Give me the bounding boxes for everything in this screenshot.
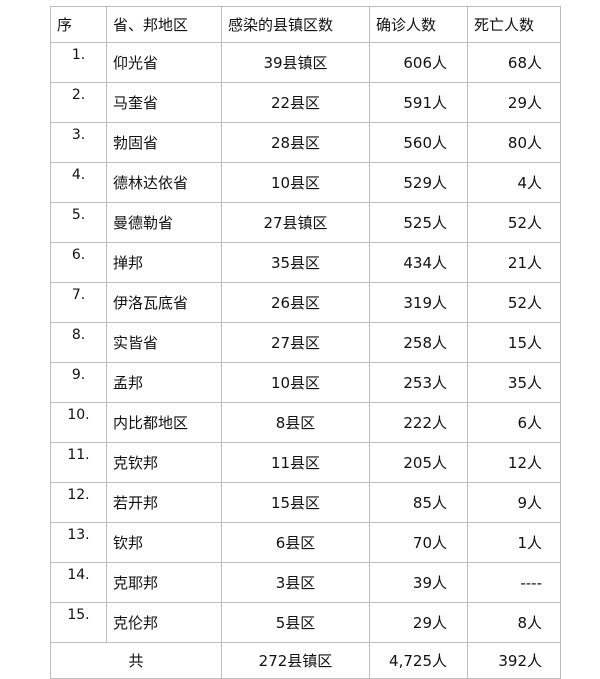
table-row: 9. 孟邦 10县区 253人 35人 (50, 362, 561, 403)
region-cell: 克钦邦 (106, 442, 222, 483)
districts-cell: 26县区 (221, 282, 370, 323)
covid-stats-table: 序 省、邦地区 感染的县镇区数 确诊人数 死亡人数 1. 仰光省 39县镇区 606人… (50, 6, 561, 679)
region-cell: 孟邦 (106, 362, 222, 403)
total-confirmed: 4,725人 (369, 642, 468, 679)
deaths-cell: 6人 (467, 402, 561, 443)
row-number: 11. (50, 442, 107, 483)
deaths-cell: 80人 (467, 122, 561, 163)
deaths-cell: 9人 (467, 482, 561, 523)
total-districts: 272县镇区 (221, 642, 370, 679)
table-row: 7. 伊洛瓦底省 26县区 319人 52人 (50, 282, 561, 323)
deaths-cell: 52人 (467, 282, 561, 323)
total-deaths: 392人 (467, 642, 561, 679)
districts-cell: 28县区 (221, 122, 370, 163)
confirmed-cell: 85人 (369, 482, 468, 523)
districts-cell: 8县区 (221, 402, 370, 443)
region-cell: 实皆省 (106, 322, 222, 363)
region-cell: 掸邦 (106, 242, 222, 283)
row-number: 14. (50, 562, 107, 603)
row-number: 6. (50, 242, 107, 283)
table-row: 6. 掸邦 35县区 434人 21人 (50, 242, 561, 283)
table-row: 3. 勃固省 28县区 560人 80人 (50, 122, 561, 163)
confirmed-cell: 591人 (369, 82, 468, 123)
deaths-cell: 35人 (467, 362, 561, 403)
region-cell: 勃固省 (106, 122, 222, 163)
row-number: 5. (50, 202, 107, 243)
districts-cell: 10县区 (221, 162, 370, 203)
confirmed-cell: 222人 (369, 402, 468, 443)
region-cell: 曼德勒省 (106, 202, 222, 243)
row-number: 8. (50, 322, 107, 363)
deaths-cell: 12人 (467, 442, 561, 483)
confirmed-cell: 525人 (369, 202, 468, 243)
header-districts: 感染的县镇区数 (221, 6, 370, 43)
table-row: 1. 仰光省 39县镇区 606人 68人 (50, 42, 561, 83)
confirmed-cell: 70人 (369, 522, 468, 563)
row-number: 10. (50, 402, 107, 443)
table-row: 11. 克钦邦 11县区 205人 12人 (50, 442, 561, 483)
region-cell: 仰光省 (106, 42, 222, 83)
deaths-cell: 29人 (467, 82, 561, 123)
confirmed-cell: 529人 (369, 162, 468, 203)
header-region: 省、邦地区 (106, 6, 222, 43)
confirmed-cell: 606人 (369, 42, 468, 83)
table-row: 2. 马奎省 22县区 591人 29人 (50, 82, 561, 123)
row-number: 7. (50, 282, 107, 323)
table-row: 13. 钦邦 6县区 70人 1人 (50, 522, 561, 563)
row-number: 4. (50, 162, 107, 203)
total-row: 共 272县镇区 4,725人 392人 (50, 642, 561, 679)
deaths-cell: 21人 (467, 242, 561, 283)
row-number: 2. (50, 82, 107, 123)
table-row: 12. 若开邦 15县区 85人 9人 (50, 482, 561, 523)
region-cell: 克耶邦 (106, 562, 222, 603)
region-cell: 马奎省 (106, 82, 222, 123)
deaths-cell: 15人 (467, 322, 561, 363)
deaths-cell: 1人 (467, 522, 561, 563)
districts-cell: 3县区 (221, 562, 370, 603)
confirmed-cell: 434人 (369, 242, 468, 283)
row-number: 13. (50, 522, 107, 563)
region-cell: 内比都地区 (106, 402, 222, 443)
districts-cell: 27县区 (221, 322, 370, 363)
confirmed-cell: 253人 (369, 362, 468, 403)
confirmed-cell: 560人 (369, 122, 468, 163)
region-cell: 钦邦 (106, 522, 222, 563)
districts-cell: 22县区 (221, 82, 370, 123)
confirmed-cell: 319人 (369, 282, 468, 323)
row-number: 9. (50, 362, 107, 403)
region-cell: 若开邦 (106, 482, 222, 523)
header-confirmed: 确诊人数 (369, 6, 468, 43)
districts-cell: 6县区 (221, 522, 370, 563)
table-row: 4. 德林达依省 10县区 529人 4人 (50, 162, 561, 203)
row-number: 12. (50, 482, 107, 523)
region-cell: 德林达依省 (106, 162, 222, 203)
confirmed-cell: 258人 (369, 322, 468, 363)
confirmed-cell: 39人 (369, 562, 468, 603)
table-row: 5. 曼德勒省 27县镇区 525人 52人 (50, 202, 561, 243)
districts-cell: 10县区 (221, 362, 370, 403)
districts-cell: 39县镇区 (221, 42, 370, 83)
districts-cell: 11县区 (221, 442, 370, 483)
deaths-cell: ---- (467, 562, 561, 603)
deaths-cell: 52人 (467, 202, 561, 243)
deaths-cell: 68人 (467, 42, 561, 83)
header-row: 序 省、邦地区 感染的县镇区数 确诊人数 死亡人数 (50, 6, 561, 43)
header-no: 序 (50, 6, 107, 43)
districts-cell: 27县镇区 (221, 202, 370, 243)
table-row: 8. 实皆省 27县区 258人 15人 (50, 322, 561, 363)
table-row: 10. 内比都地区 8县区 222人 6人 (50, 402, 561, 443)
confirmed-cell: 205人 (369, 442, 468, 483)
table-row: 14. 克耶邦 3县区 39人 ---- (50, 562, 561, 603)
districts-cell: 15县区 (221, 482, 370, 523)
districts-cell: 35县区 (221, 242, 370, 283)
region-cell: 伊洛瓦底省 (106, 282, 222, 323)
row-number: 1. (50, 42, 107, 83)
total-label: 共 (50, 642, 222, 679)
deaths-cell: 4人 (467, 162, 561, 203)
row-number: 3. (50, 122, 107, 163)
header-deaths: 死亡人数 (467, 6, 561, 43)
